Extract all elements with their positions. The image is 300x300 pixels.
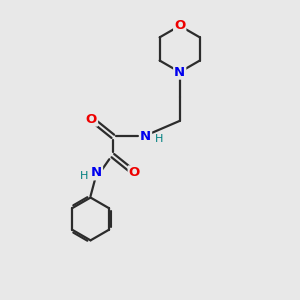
- Text: N: N: [91, 167, 102, 179]
- Text: N: N: [174, 66, 185, 79]
- Text: H: H: [80, 171, 88, 181]
- Text: N: N: [140, 130, 151, 143]
- Text: H: H: [155, 134, 164, 144]
- Text: O: O: [174, 19, 185, 32]
- Text: O: O: [86, 112, 97, 126]
- Text: O: O: [129, 167, 140, 179]
